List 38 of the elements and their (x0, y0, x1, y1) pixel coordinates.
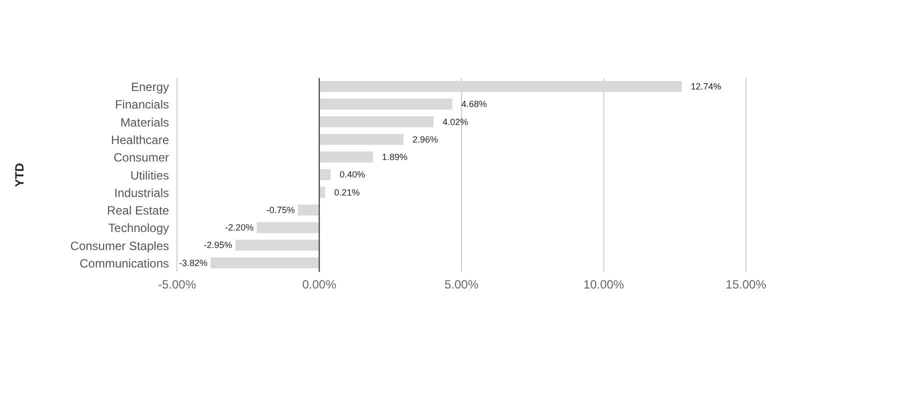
y-tick-label: Healthcare (110, 132, 170, 147)
y-tick-label: Consumer (114, 150, 169, 165)
y-tick-label: Financials (114, 98, 169, 112)
x-tick-label: 0.00% (302, 278, 337, 292)
y-tick-label: Real Estate (106, 204, 170, 218)
bar (319, 134, 404, 145)
data-label: -2.20% (225, 222, 254, 233)
data-label: 1.89% (382, 152, 408, 162)
data-label: 0.40% (340, 170, 366, 180)
data-label: -0.75% (266, 204, 295, 215)
bar (319, 152, 374, 163)
bar (235, 240, 320, 251)
y-tick-label: Technology (108, 221, 169, 236)
bar (319, 81, 682, 92)
y-tick-label: Industrials (114, 186, 169, 200)
x-tick-label: 15.00% (726, 278, 767, 292)
bar (298, 204, 320, 216)
data-label: 2.96% (412, 134, 438, 144)
y-tick-label: Consumer Staples (70, 238, 169, 253)
data-label: 4.02% (442, 116, 468, 127)
data-label: -2.95% (204, 240, 232, 250)
y-tick-label: Energy (130, 80, 169, 94)
bar (210, 257, 320, 268)
data-label: 4.68% (461, 99, 487, 110)
y-axis-title: YTD (12, 162, 26, 187)
bar (256, 222, 320, 234)
x-tick-label: -5.00% (158, 278, 196, 292)
x-tick-label: 10.00% (583, 278, 624, 292)
bar (319, 98, 452, 110)
data-label: -3.82% (179, 258, 208, 268)
data-label: 12.74% (690, 82, 722, 92)
data-label: 0.21% (334, 187, 360, 198)
y-tick-label: Communications (80, 256, 169, 270)
bar (319, 169, 331, 180)
y-tick-label: Utilities (130, 168, 169, 182)
bar (319, 116, 434, 128)
x-tick-label: 5.00% (444, 278, 479, 292)
y-tick-label: Materials (120, 115, 169, 130)
